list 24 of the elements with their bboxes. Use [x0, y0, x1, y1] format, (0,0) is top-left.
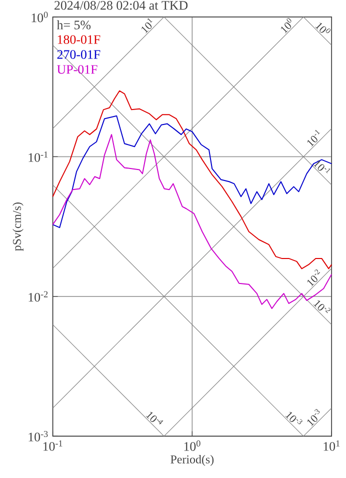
annotation: 10$^{-2}$: [314, 300, 331, 314]
annotation: 10$^{-3}$: [308, 409, 320, 426]
annotation: 10$^{0}$: [281, 18, 292, 34]
annotation: 10$^{-1}$: [314, 160, 331, 174]
x-tick-label: 10$^{1}$: [324, 440, 340, 451]
annotation: 10$^{0}$: [315, 22, 331, 34]
annotation: 10$^{1}$: [142, 18, 153, 34]
y-tick-label: 10$^{0}$: [32, 12, 48, 22]
x-axis-title: Period(s): [170, 455, 214, 466]
chart-title: 2024/08/28 02:04 at TKD: [54, 1, 188, 10]
annotation: h= 5%: [57, 20, 91, 30]
annotation: 10$^{-2}$: [308, 269, 320, 287]
annotation: 10$^{-1}$: [308, 130, 320, 147]
text: 270-01F: [58, 50, 100, 59]
x-tick-label: 10$^{-1}$: [44, 440, 62, 451]
annotation: 10$^{-4}$: [146, 412, 164, 424]
y-tick-label: 10$^{-1}$: [28, 151, 48, 162]
y-tick-label: 10$^{-2}$: [28, 291, 48, 302]
x-tick-label: 10$^{0}$: [184, 440, 201, 451]
annotation: 10$^{-3}$: [286, 412, 303, 424]
y-axis-title: pSv(cm/s): [12, 202, 24, 251]
text: 180-01F: [58, 35, 100, 44]
y-tick-label: 10$^{-3}$: [28, 430, 48, 442]
text: UP-01F: [57, 65, 98, 74]
